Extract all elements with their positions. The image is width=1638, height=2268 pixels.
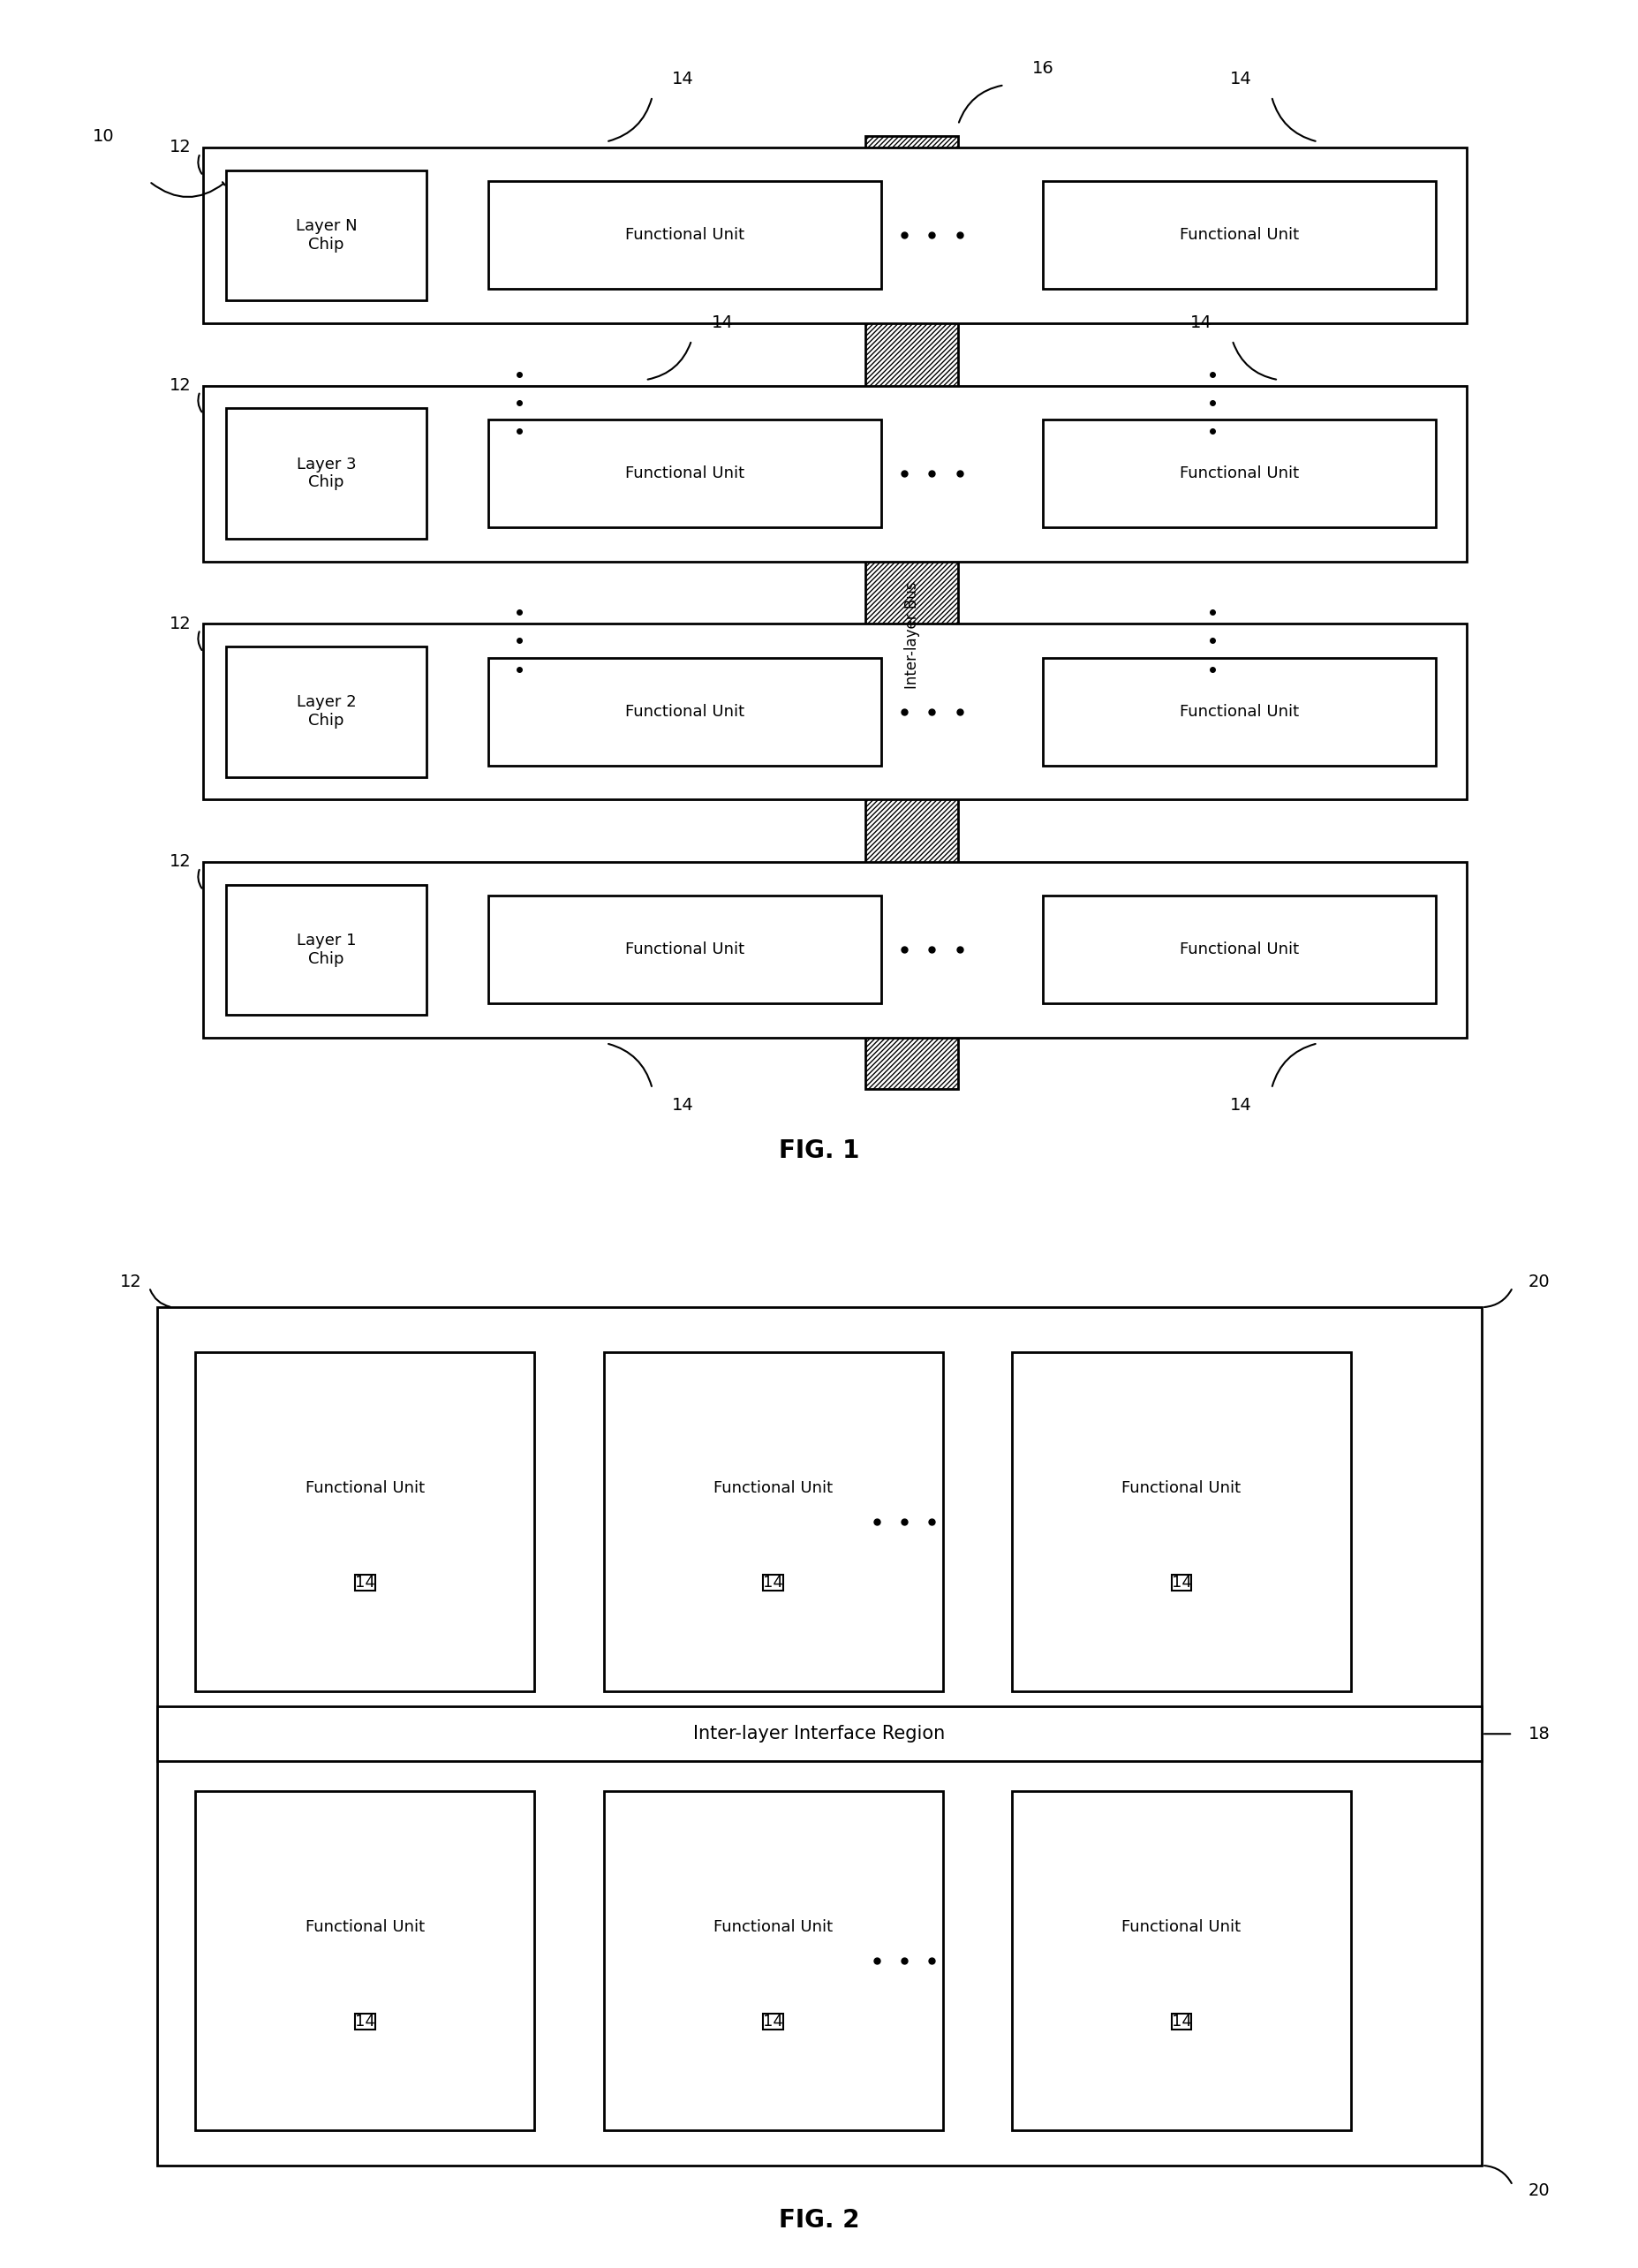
Text: Layer 1
Chip: Layer 1 Chip xyxy=(296,932,355,966)
FancyBboxPatch shape xyxy=(603,1792,942,2130)
Text: Functional Unit: Functional Unit xyxy=(624,703,744,719)
FancyBboxPatch shape xyxy=(488,896,881,1005)
FancyBboxPatch shape xyxy=(226,408,426,540)
FancyBboxPatch shape xyxy=(1042,420,1435,528)
FancyBboxPatch shape xyxy=(1012,1352,1350,1692)
Text: 18: 18 xyxy=(1527,1726,1550,1742)
Text: 14: 14 xyxy=(1171,1574,1191,1590)
Text: Functional Unit: Functional Unit xyxy=(624,941,744,957)
Text: 16: 16 xyxy=(1032,59,1053,77)
FancyBboxPatch shape xyxy=(195,1792,534,2130)
Text: Functional Unit: Functional Unit xyxy=(305,1481,424,1497)
Text: Functional Unit: Functional Unit xyxy=(713,1481,832,1497)
FancyBboxPatch shape xyxy=(203,386,1466,560)
Text: Functional Unit: Functional Unit xyxy=(713,1919,832,1935)
Text: 20: 20 xyxy=(1527,2182,1550,2198)
FancyBboxPatch shape xyxy=(195,1352,534,1692)
FancyBboxPatch shape xyxy=(488,181,881,290)
Text: 10: 10 xyxy=(92,127,115,145)
FancyBboxPatch shape xyxy=(203,147,1466,324)
FancyBboxPatch shape xyxy=(1042,896,1435,1005)
FancyBboxPatch shape xyxy=(203,862,1466,1039)
Text: Functional Unit: Functional Unit xyxy=(1179,465,1299,481)
Text: Functional Unit: Functional Unit xyxy=(624,227,744,243)
Text: 14: 14 xyxy=(1171,2014,1191,2030)
Text: 20: 20 xyxy=(1527,1275,1550,1290)
Text: Inter-layer Bus: Inter-layer Bus xyxy=(904,581,919,689)
Text: 12: 12 xyxy=(169,138,192,156)
FancyBboxPatch shape xyxy=(157,1306,1481,2166)
Text: 14: 14 xyxy=(1189,315,1212,331)
Text: Inter-layer Interface Region: Inter-layer Interface Region xyxy=(693,1726,945,1742)
FancyBboxPatch shape xyxy=(603,1352,942,1692)
FancyBboxPatch shape xyxy=(1042,658,1435,767)
FancyBboxPatch shape xyxy=(488,420,881,528)
Text: Layer N
Chip: Layer N Chip xyxy=(295,218,357,252)
Text: 14: 14 xyxy=(672,70,693,88)
FancyBboxPatch shape xyxy=(1042,181,1435,290)
Text: Functional Unit: Functional Unit xyxy=(1179,227,1299,243)
Text: Functional Unit: Functional Unit xyxy=(1120,1481,1240,1497)
Text: 14: 14 xyxy=(711,315,732,331)
Text: Functional Unit: Functional Unit xyxy=(1120,1919,1240,1935)
FancyBboxPatch shape xyxy=(1012,1792,1350,2130)
Text: 12: 12 xyxy=(169,615,192,633)
FancyBboxPatch shape xyxy=(226,646,426,776)
Text: 14: 14 xyxy=(763,2014,783,2030)
Text: Functional Unit: Functional Unit xyxy=(305,1919,424,1935)
Text: Layer 2
Chip: Layer 2 Chip xyxy=(296,694,355,728)
Text: Layer 3
Chip: Layer 3 Chip xyxy=(296,456,355,490)
Text: 14: 14 xyxy=(355,1574,375,1590)
FancyBboxPatch shape xyxy=(488,658,881,767)
Text: 14: 14 xyxy=(672,1098,693,1114)
Text: 14: 14 xyxy=(763,1574,783,1590)
FancyBboxPatch shape xyxy=(226,885,426,1016)
Text: 14: 14 xyxy=(1228,1098,1251,1114)
Text: Functional Unit: Functional Unit xyxy=(624,465,744,481)
Text: Functional Unit: Functional Unit xyxy=(1179,941,1299,957)
FancyBboxPatch shape xyxy=(203,624,1466,801)
Bar xyxy=(157,1706,1481,1762)
Text: FIG. 2: FIG. 2 xyxy=(778,2209,860,2232)
Text: 14: 14 xyxy=(1228,70,1251,88)
Text: 14: 14 xyxy=(355,2014,375,2030)
FancyBboxPatch shape xyxy=(226,170,426,302)
Bar xyxy=(865,136,958,1089)
Text: 12: 12 xyxy=(169,376,192,395)
Text: 12: 12 xyxy=(120,1275,141,1290)
Text: Functional Unit: Functional Unit xyxy=(1179,703,1299,719)
Text: 12: 12 xyxy=(169,853,192,871)
Text: FIG. 1: FIG. 1 xyxy=(778,1139,860,1163)
